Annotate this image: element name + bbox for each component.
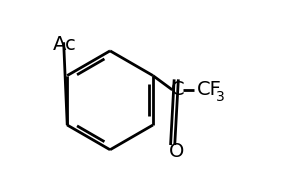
Text: 3: 3	[216, 91, 225, 104]
Text: C: C	[171, 80, 184, 99]
Text: Ac: Ac	[53, 35, 76, 54]
Text: O: O	[168, 142, 184, 161]
Text: CF: CF	[197, 80, 221, 99]
